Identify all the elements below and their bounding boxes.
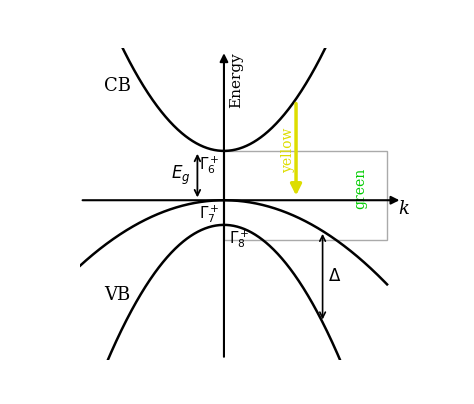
- Text: yellow: yellow: [281, 127, 295, 172]
- Text: Energy: Energy: [229, 52, 244, 108]
- Text: $\Delta$: $\Delta$: [328, 268, 341, 285]
- Bar: [224, 151, 387, 240]
- Text: $\Gamma_8^+$: $\Gamma_8^+$: [228, 229, 249, 250]
- Text: k: k: [399, 200, 410, 218]
- Text: VB: VB: [105, 286, 131, 304]
- Text: $\Gamma_7^+$: $\Gamma_7^+$: [199, 203, 219, 225]
- Text: $E_g$: $E_g$: [171, 164, 191, 187]
- Text: $\Gamma_6^+$: $\Gamma_6^+$: [199, 154, 219, 176]
- Text: green: green: [353, 167, 367, 208]
- Text: CB: CB: [104, 78, 131, 95]
